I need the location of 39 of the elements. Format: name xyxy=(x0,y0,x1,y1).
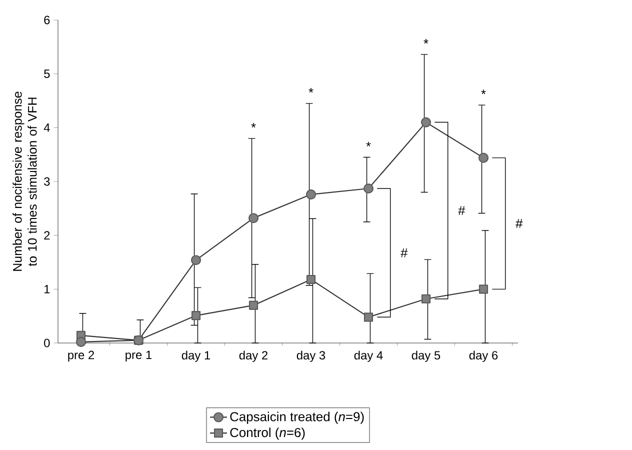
point xyxy=(478,284,488,294)
legend-label: Control (n=6) xyxy=(230,428,305,440)
x-tick-label: day 4 xyxy=(354,350,383,362)
y-tick-label: 0 xyxy=(44,338,50,348)
y-tick-label: 5 xyxy=(44,70,50,78)
x-tick-label: pre 2 xyxy=(68,350,94,362)
annotation: * xyxy=(308,88,314,93)
point xyxy=(478,152,489,163)
point xyxy=(248,300,258,310)
annotation: # xyxy=(516,219,523,228)
annotation: # xyxy=(458,206,466,215)
y-tick-label: 6 xyxy=(44,16,50,24)
y-tick-label: 3 xyxy=(44,177,50,186)
annotation: # xyxy=(400,248,408,258)
x-tick-label: pre 1 xyxy=(126,350,152,362)
legend-label: Capsaicin treated (n=9) xyxy=(230,412,364,424)
point xyxy=(248,213,259,224)
y-axis-title: Number of nocifensive response to 10 times stimulation of VFH xyxy=(12,92,37,271)
x-tick-label: day 6 xyxy=(469,350,498,362)
point xyxy=(190,255,202,266)
y-tick-label: 1 xyxy=(44,285,50,294)
point xyxy=(364,312,374,322)
point xyxy=(363,183,374,194)
x-tick-label: day 5 xyxy=(412,350,440,362)
point xyxy=(306,189,316,200)
x-tick-label: day 3 xyxy=(296,350,326,362)
x-tick-label: day 2 xyxy=(239,350,268,362)
annotation: * xyxy=(424,39,428,44)
y-tick-label: 2 xyxy=(44,231,50,240)
point xyxy=(421,294,431,304)
annotation: * xyxy=(481,90,486,94)
annotation: * xyxy=(366,142,371,146)
point xyxy=(420,117,432,128)
y-tick-label: 4 xyxy=(44,124,50,132)
point xyxy=(76,336,86,347)
x-tick-label: day 1 xyxy=(182,350,210,362)
point xyxy=(306,274,316,284)
annotation: * xyxy=(251,123,256,128)
point xyxy=(191,311,201,320)
